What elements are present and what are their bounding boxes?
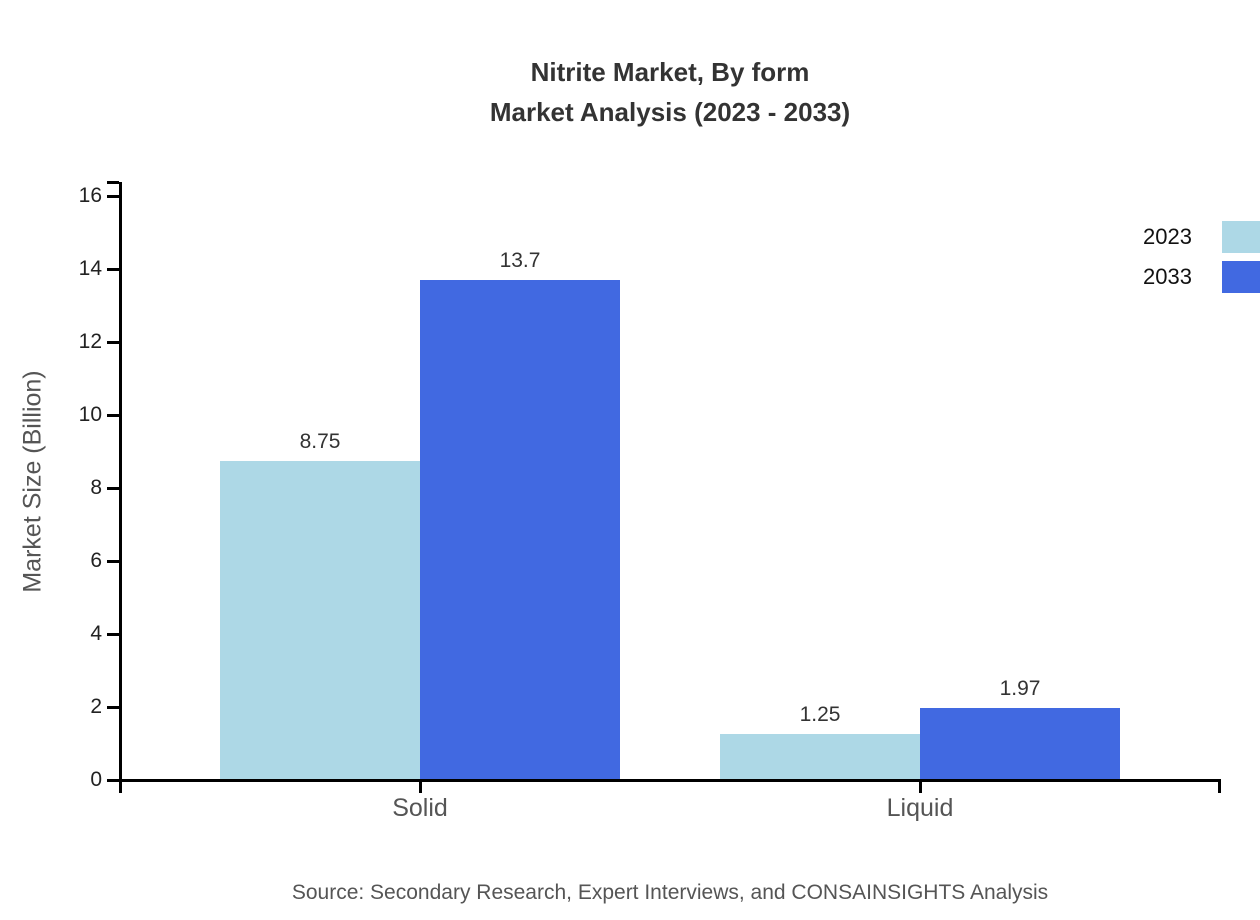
y-tick-label: 10	[78, 403, 102, 426]
y-tick-label: 16	[78, 184, 102, 207]
bar-solid-2033	[420, 279, 620, 780]
legend-label-2023: 2023	[1143, 224, 1192, 249]
y-axis-tick	[107, 560, 119, 563]
y-tick-label: 0	[90, 768, 102, 791]
bar-value-label: 8.75	[299, 429, 341, 453]
y-axis-tick	[107, 633, 119, 636]
bar-value-label: 1.97	[999, 677, 1041, 701]
chart-title-line2: Market Analysis (2023 - 2033)	[489, 97, 851, 127]
bar-value-label: 1.25	[799, 703, 841, 727]
y-tick-label: 2	[90, 695, 102, 718]
x-tick-label: Liquid	[886, 794, 954, 822]
y-tick-label: 4	[90, 622, 102, 645]
y-axis-tick	[107, 195, 119, 198]
x-axis-line	[119, 779, 1221, 782]
chart-title-line1: Nitrite Market, By form	[530, 57, 810, 87]
y-axis-tick	[107, 779, 119, 782]
y-tick-label: 6	[90, 549, 102, 572]
y-axis-tick	[107, 706, 119, 709]
x-axis-tick	[419, 780, 422, 793]
chart-title: Nitrite Market, By form Market Analysis …	[80, 52, 1260, 132]
y-axis-tick	[107, 341, 119, 344]
y-tick-label: 14	[78, 257, 102, 280]
bar-liquid-2033	[920, 708, 1120, 780]
y-axis-tick	[107, 487, 119, 490]
y-axis-end-cap	[107, 181, 119, 184]
legend-swatch-2023	[1222, 221, 1260, 253]
bar-value-label: 13.7	[499, 248, 541, 272]
source-note: Source: Secondary Research, Expert Inter…	[291, 881, 1049, 904]
y-axis-tick	[107, 414, 119, 417]
legend-swatch-2033	[1222, 261, 1260, 293]
y-tick-label: 8	[90, 476, 102, 499]
x-axis-end-cap	[1218, 779, 1221, 793]
y-axis-tick	[107, 268, 119, 271]
legend-label-2033: 2033	[1143, 264, 1192, 289]
bar-solid-2023	[220, 460, 420, 780]
y-axis-line	[119, 182, 122, 793]
x-tick-label: Solid	[392, 794, 448, 822]
y-tick-label: 12	[78, 330, 102, 353]
x-axis-tick	[919, 780, 922, 793]
bar-liquid-2023	[720, 734, 920, 780]
